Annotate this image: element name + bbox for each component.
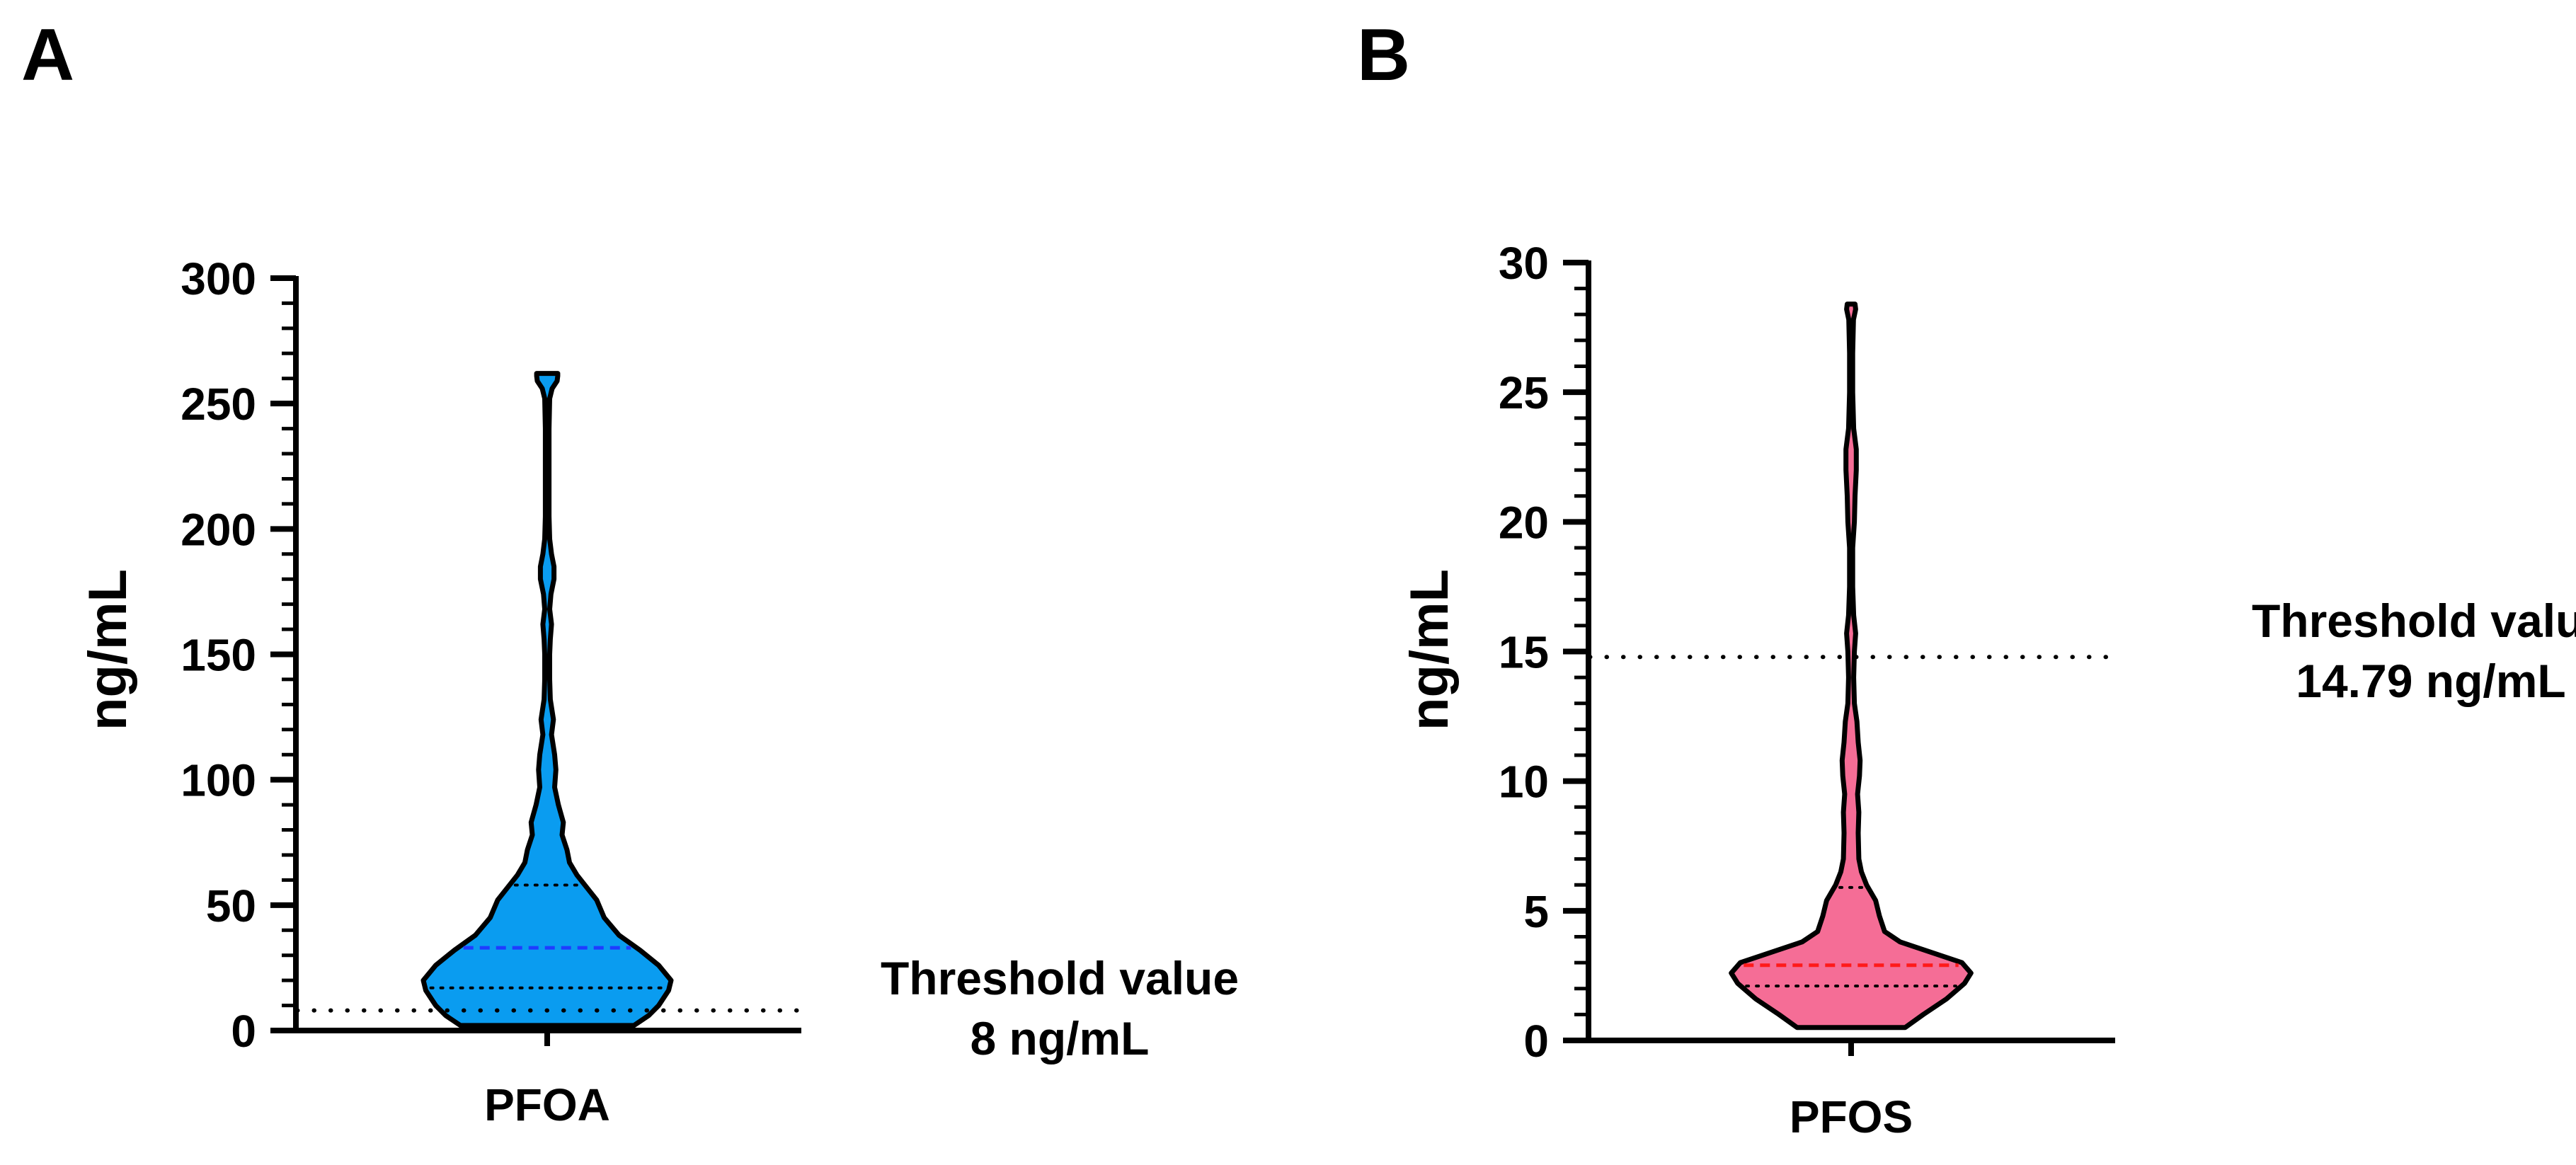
panel-b-y-tick-label: 30 — [1499, 238, 1549, 289]
panel-b-violin-body — [1729, 302, 1974, 1031]
panel-b-y-tick-label: 5 — [1523, 886, 1549, 937]
panel-b: B ng/mL PFOS Threshold value 14.79 ng/mL… — [1357, 14, 2576, 1142]
panel-b-y-tick-label: 15 — [1499, 627, 1549, 678]
panel-b-y-axis-title: ng/mL — [1399, 569, 1460, 730]
panel-a-y-tick-label: 100 — [181, 755, 256, 806]
panel-b-threshold-label-line2: 14.79 ng/mL — [2296, 655, 2565, 707]
panel-a-threshold-label-line1: Threshold value — [881, 952, 1239, 1004]
panel-b-threshold-label-line1: Threshold value — [2252, 595, 2576, 647]
panel-a-threshold-label-line2: 8 ng/mL — [970, 1012, 1149, 1064]
panel-b-y-tick-label: 0 — [1523, 1016, 1549, 1067]
panel-b-y-tick-label: 10 — [1499, 757, 1549, 808]
panel-a-y-tick-label: 250 — [181, 379, 256, 430]
panel-a: A ng/mL PFOA Threshold value 8 ng/mL 0 50… — [21, 14, 1239, 1130]
panel-a-y-tick-label: 300 — [181, 253, 256, 304]
panel-a-violin-body — [420, 371, 674, 1028]
panel-b-letter: B — [1357, 14, 1410, 96]
panel-b-y-tick-label: 20 — [1499, 497, 1549, 548]
panel-a-letter: A — [21, 14, 74, 96]
panel-a-x-category-label: PFOA — [484, 1079, 610, 1130]
panel-a-y-tick-label: 0 — [231, 1006, 256, 1057]
panel-a-y-tick-label: 50 — [206, 880, 256, 931]
panel-a-y-tick-label: 150 — [181, 630, 256, 681]
panel-a-y-tick-label: 200 — [181, 504, 256, 555]
panel-b-x-category-label: PFOS — [1790, 1091, 1913, 1142]
panel-a-y-axis-title: ng/mL — [78, 569, 138, 730]
panel-b-y-tick-label: 25 — [1499, 367, 1549, 418]
